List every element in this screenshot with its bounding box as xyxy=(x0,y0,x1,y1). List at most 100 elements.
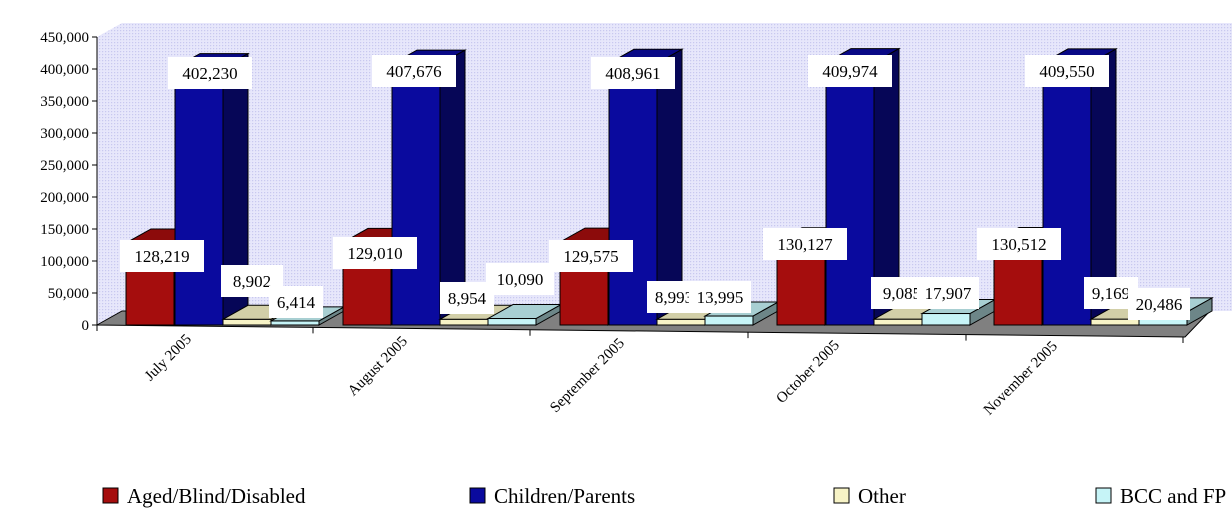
data-label-text: 8,902 xyxy=(233,272,271,291)
bar-front xyxy=(174,67,224,326)
data-label-box xyxy=(269,286,323,318)
y-tick-label: 100,000 xyxy=(40,254,89,270)
bar-front xyxy=(656,318,706,326)
data-label: 409,550 xyxy=(1025,55,1109,87)
data-label-text: 409,974 xyxy=(822,62,878,81)
data-label: 130,127 xyxy=(763,228,847,260)
data-label-box xyxy=(372,55,456,87)
bar-front xyxy=(270,320,320,326)
legend-swatch xyxy=(469,487,486,504)
legend-swatch xyxy=(833,487,850,504)
data-label-box xyxy=(549,240,633,272)
data-label-text: 10,090 xyxy=(497,270,544,289)
bar-front xyxy=(825,62,875,326)
category-axis: July 2005 August 2005 September 2005 Octobe… xyxy=(96,325,1184,419)
y-tick-label: 300,000 xyxy=(40,126,89,142)
legend-swatch xyxy=(1095,487,1112,504)
data-label-box xyxy=(120,240,204,272)
y-tick-label: 400,000 xyxy=(40,62,89,78)
bar xyxy=(173,52,250,326)
bar-front xyxy=(1090,318,1140,326)
data-label-box xyxy=(977,228,1061,260)
y-tick-label: 150,000 xyxy=(40,222,89,238)
data-label: 129,010 xyxy=(333,237,417,269)
data-label-text: 9,169 xyxy=(1092,284,1130,303)
y-tick-label: 250,000 xyxy=(40,158,89,174)
bar-front xyxy=(391,63,441,326)
data-label-box xyxy=(917,277,979,309)
data-label-box xyxy=(1025,55,1109,87)
data-labels: 128,219 129,010 129,575 130,127 130,512 402,2… xyxy=(120,55,1190,320)
data-label: 13,995 xyxy=(689,281,751,313)
category-label: November 2005 xyxy=(981,339,1061,419)
data-label: 6,414 xyxy=(269,286,323,318)
data-label: 408,961 xyxy=(591,57,675,89)
data-label-text: 13,995 xyxy=(697,288,744,307)
data-label-text: 130,127 xyxy=(777,235,833,254)
data-label: 17,907 xyxy=(917,277,979,309)
legend-item: BCC and FP xyxy=(1095,484,1226,508)
category-label: September 2005 xyxy=(547,336,628,417)
data-label: 128,219 xyxy=(120,240,204,272)
legend-item: Other xyxy=(833,484,906,508)
legend-label: Children/Parents xyxy=(494,484,635,508)
bar xyxy=(390,49,467,326)
bar-front xyxy=(704,315,754,326)
data-label-box xyxy=(486,263,554,295)
data-label-text: 402,230 xyxy=(182,64,237,83)
legend: Aged/Blind/Disabled Children/Parents Other… xyxy=(102,484,1226,508)
data-label-box xyxy=(333,237,417,269)
category-label: August 2005 xyxy=(345,334,411,400)
data-label-box xyxy=(689,281,751,313)
category-label: October 2005 xyxy=(773,338,842,407)
y-tick-label: 200,000 xyxy=(40,190,89,206)
data-label-text: 408,961 xyxy=(605,64,660,83)
y-tick-label: 350,000 xyxy=(40,94,89,110)
data-label-text: 407,676 xyxy=(386,62,441,81)
data-label-box xyxy=(440,282,494,314)
data-label-text: 130,512 xyxy=(991,235,1046,254)
data-label-text: 129,010 xyxy=(347,244,402,263)
y-tick-label: 50,000 xyxy=(48,286,89,302)
y-tick-label: 450,000 xyxy=(40,30,89,46)
data-label-text: 20,486 xyxy=(1136,295,1183,314)
bar-front xyxy=(1042,62,1092,326)
data-label-text: 8,993 xyxy=(655,288,693,307)
data-label-text: 6,414 xyxy=(277,293,316,312)
data-label: 20,486 xyxy=(1128,288,1190,320)
data-label: 409,974 xyxy=(808,55,892,87)
data-label-box xyxy=(168,57,252,89)
data-label: 130,512 xyxy=(977,228,1061,260)
data-label-box xyxy=(591,57,675,89)
legend-label: Other xyxy=(858,484,906,508)
data-label-text: 17,907 xyxy=(925,284,972,303)
legend-item: Aged/Blind/Disabled xyxy=(102,484,306,508)
data-label-box xyxy=(1128,288,1190,320)
bar-front xyxy=(439,318,489,326)
bar-front xyxy=(921,313,971,326)
data-label: 8,954 xyxy=(440,282,494,314)
value-axis: 0 50,000 100,000 150,000 200,000 250,000 300,0… xyxy=(40,30,98,334)
data-label-text: 8,954 xyxy=(448,289,487,308)
data-label-text: 409,550 xyxy=(1039,62,1094,81)
data-label-text: 9,085 xyxy=(883,284,921,303)
data-label-box xyxy=(763,228,847,260)
data-label: 402,230 xyxy=(168,57,252,89)
legend-label: Aged/Blind/Disabled xyxy=(127,484,306,508)
legend-swatch xyxy=(102,487,119,504)
bar xyxy=(607,48,684,326)
data-label: 407,676 xyxy=(372,55,456,87)
bar-front xyxy=(873,318,923,326)
legend-item: Children/Parents xyxy=(469,484,635,508)
data-label: 10,090 xyxy=(486,263,554,295)
data-label-text: 129,575 xyxy=(563,247,618,266)
y-tick-label: 0 xyxy=(82,318,90,334)
data-label-box xyxy=(808,55,892,87)
data-label: 129,575 xyxy=(549,240,633,272)
data-label-text: 128,219 xyxy=(134,247,189,266)
legend-label: BCC and FP xyxy=(1120,484,1226,508)
bar-front xyxy=(487,318,537,326)
category-label: July 2005 xyxy=(142,332,195,385)
bar-front xyxy=(222,318,272,326)
